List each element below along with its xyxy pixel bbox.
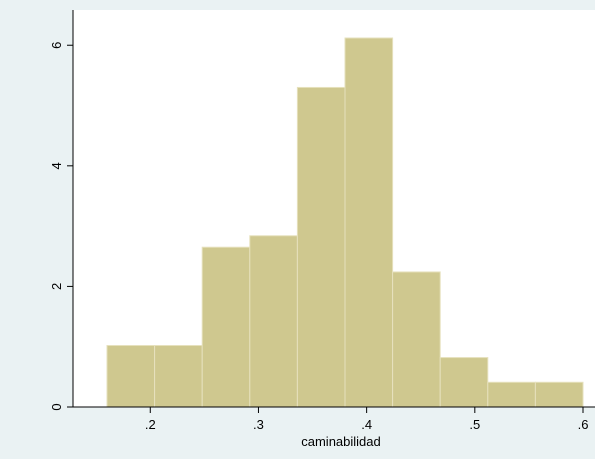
histogram-bar-8	[439, 357, 489, 408]
histogram-bar-1	[106, 345, 156, 408]
x-tick-label: .2	[145, 417, 156, 432]
axes	[72, 10, 595, 408]
histogram-bar-5	[296, 86, 346, 408]
y-tick-label: 6	[49, 42, 64, 49]
histogram-bar-3	[201, 246, 251, 408]
y-axis-ticks: 0 2 4 6	[49, 42, 73, 411]
x-axis-ticks: .2 .3 .4 .5 .6	[145, 407, 589, 432]
x-tick-label: .4	[361, 417, 372, 432]
y-tick-label: 0	[49, 403, 64, 410]
y-tick-label: 4	[49, 162, 64, 169]
histogram-bar-7	[392, 271, 441, 408]
x-tick-label: .3	[253, 417, 264, 432]
x-tick-label: .6	[578, 417, 589, 432]
x-tick-label: .5	[469, 417, 480, 432]
histogram-bar-6	[344, 37, 394, 408]
histogram-bar-9	[487, 381, 536, 408]
histogram-bar-2	[154, 345, 203, 408]
histogram-bars	[106, 37, 584, 408]
x-axis-label: caminabilidad	[301, 434, 381, 449]
y-tick-label: 2	[49, 283, 64, 290]
histogram-bar-4	[249, 235, 298, 408]
histogram-bar-10	[534, 381, 584, 408]
